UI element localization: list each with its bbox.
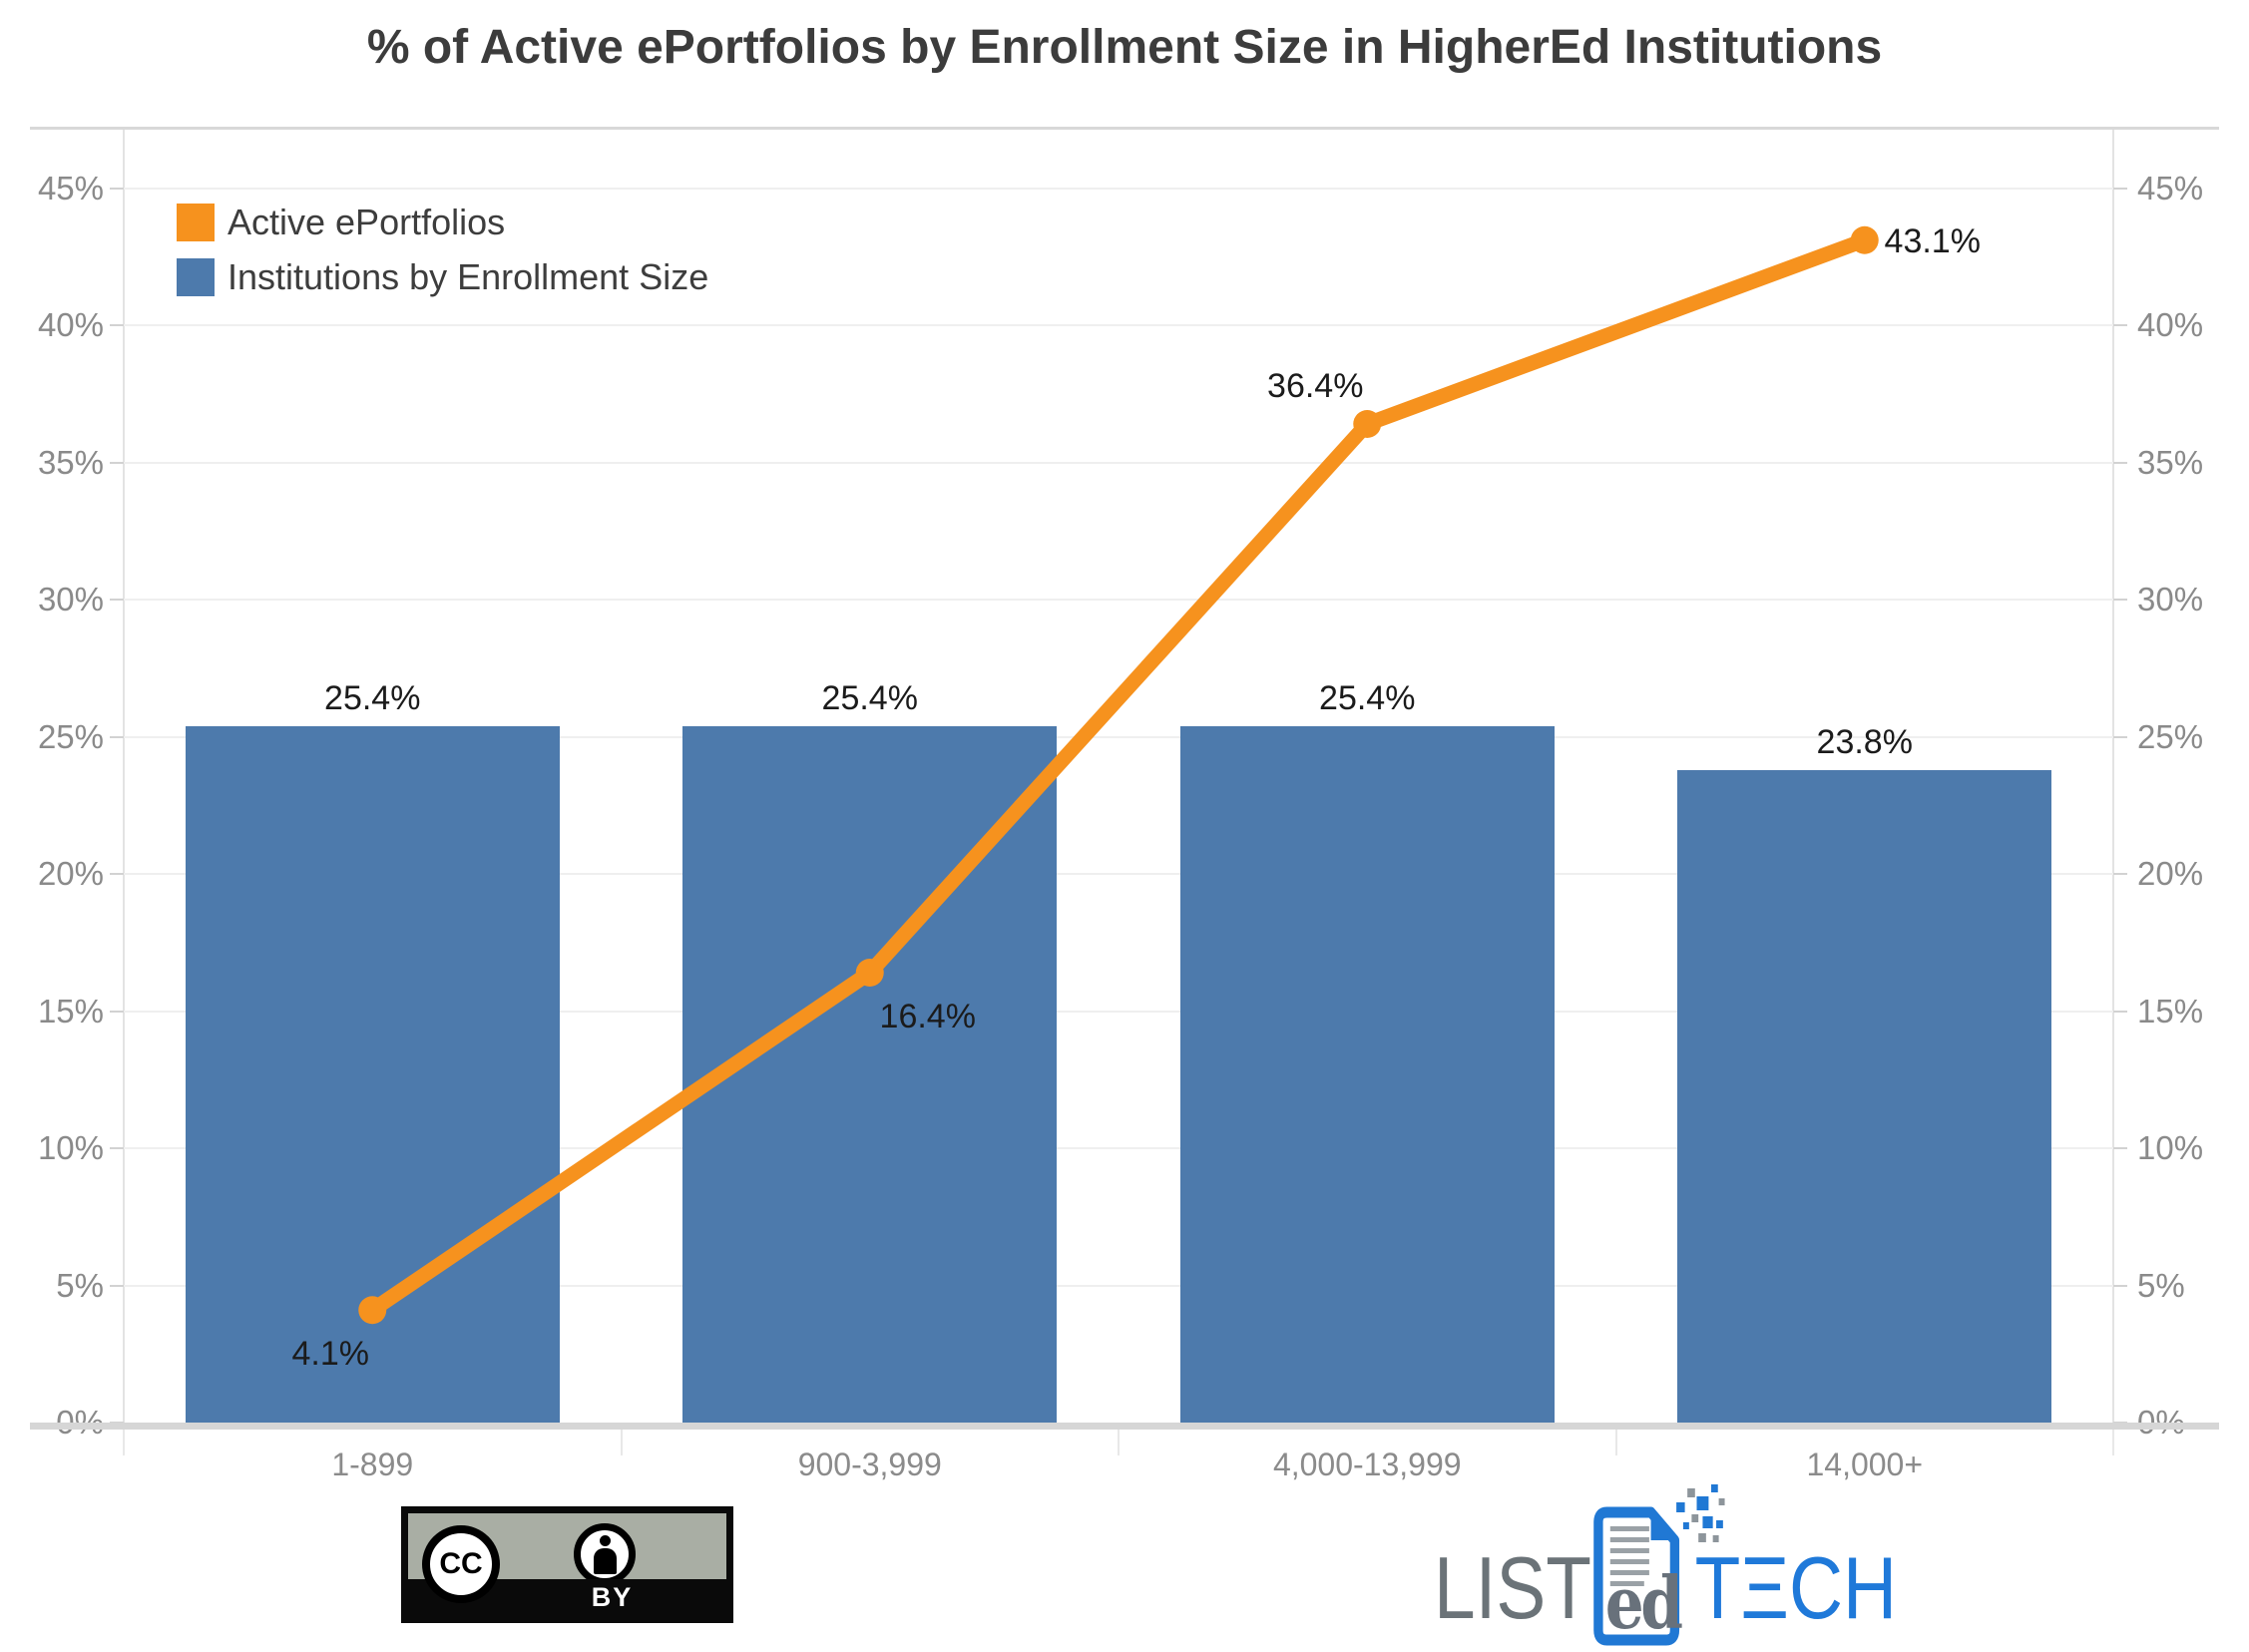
pixel-dots-icon <box>1675 1484 1725 1542</box>
y-axis-label-left: 35% <box>37 443 104 481</box>
document-icon: ed <box>1591 1476 1727 1646</box>
y-tick-left <box>110 1147 124 1149</box>
gridline-35% <box>124 461 2113 464</box>
gridline-45% <box>124 187 2113 190</box>
y-axis-label-right: 35% <box>2137 443 2204 481</box>
x-axis-label-1-899: 1-899 <box>331 1446 414 1482</box>
y-axis-label-left: 10% <box>37 1129 104 1166</box>
y-axis-label-right: 30% <box>2137 581 2204 618</box>
person-body <box>594 1548 617 1574</box>
legend-item-institutions: Institutions by Enrollment Size <box>177 256 709 297</box>
y-axis-label-left: 30% <box>37 581 104 618</box>
legend: Active ePortfolios Institutions by Enrol… <box>177 202 709 312</box>
gridline-30% <box>124 599 2113 601</box>
legend-label: Institutions by Enrollment Size <box>227 256 709 297</box>
y-axis-label-right: 0% <box>2137 1403 2247 1443</box>
y-tick-right <box>2113 324 2127 326</box>
x-axis-line <box>30 1423 2219 1430</box>
y-axis-label-left: 15% <box>37 992 104 1030</box>
y-tick-left <box>110 873 124 875</box>
y-tick-left <box>110 324 124 326</box>
gridline-40% <box>124 324 2113 326</box>
cc-license-badge: CC BY <box>401 1506 733 1623</box>
person-head <box>600 1535 611 1546</box>
y-axis-label-right: 10% <box>2137 1129 2204 1166</box>
y-axis-label-left: 25% <box>37 717 104 755</box>
y-axis-label-right: 15% <box>2137 992 2204 1030</box>
y-axis-label-left: 5% <box>56 1266 104 1304</box>
logo-list-text: LIST <box>1434 1538 1591 1637</box>
y-tick-right <box>2113 187 2127 190</box>
y-axis-label-left: 20% <box>37 855 104 892</box>
y-tick-left <box>110 1010 124 1013</box>
bar-14,000+ <box>1677 769 2052 1423</box>
document-icon-svg: ed <box>1593 1484 1725 1646</box>
y-tick-left <box>110 735 124 738</box>
line-marker <box>1353 410 1382 438</box>
plot-top-border <box>30 127 2219 130</box>
chart-title: % of Active ePortfolios by Enrollment Si… <box>366 21 1883 74</box>
legend-swatch-blue-icon <box>177 258 215 296</box>
category-separator <box>620 1430 623 1455</box>
line-value-label: 16.4% <box>879 998 976 1035</box>
cc-text: CC <box>439 1547 483 1580</box>
y-tick-left <box>110 187 124 190</box>
y-axis-label-left: 40% <box>37 306 104 343</box>
bar-900-3,999 <box>682 725 1058 1423</box>
category-separator <box>123 1430 125 1455</box>
y-tick-left <box>110 461 124 464</box>
y-tick-right <box>2113 599 2127 601</box>
svg-text:ed: ed <box>1605 1560 1683 1645</box>
y-tick-right <box>2113 735 2127 738</box>
bar-value-label: 23.8% <box>1816 722 1913 761</box>
y-tick-right <box>2113 1284 2127 1287</box>
y-axis-label-right: 20% <box>2137 855 2204 892</box>
bar-4,000-13,999 <box>1179 725 1555 1423</box>
x-axis-label-14,000+: 14,000+ <box>1806 1446 1924 1482</box>
line-value-label: 4.1% <box>291 1335 370 1374</box>
y-axis-label-right: 25% <box>2137 717 2204 755</box>
y-axis-label-right: 45% <box>2137 169 2204 206</box>
y-tick-right <box>2113 461 2127 464</box>
line-value-label: 43.1% <box>1884 221 1981 260</box>
legend-item-active-eportfolios: Active ePortfolios <box>177 202 708 242</box>
y-tick-right <box>2113 1147 2127 1149</box>
cc-icon: CC <box>422 1525 500 1603</box>
x-axis-label-900-3,999: 900-3,999 <box>797 1446 942 1482</box>
category-separator <box>2112 1430 2114 1455</box>
legend-swatch-orange-icon <box>177 204 215 241</box>
listedtech-logo: LIST ed <box>1434 1476 1897 1646</box>
y-tick-left <box>110 599 124 601</box>
y-tick-right <box>2113 873 2127 875</box>
bar-1-899 <box>185 725 560 1423</box>
y-axis-label-right: 40% <box>2137 306 2204 343</box>
y-tick-left <box>110 1284 124 1287</box>
legend-label: Active ePortfolios <box>227 202 506 242</box>
x-axis-label-4,000-13,999: 4,000-13,999 <box>1272 1446 1462 1482</box>
y-axis-label-left: 45% <box>37 169 104 206</box>
bar-value-label: 25.4% <box>1319 678 1416 717</box>
line-value-label: 36.4% <box>1267 367 1364 405</box>
logo-tech-text: TΞCH <box>1694 1538 1898 1637</box>
category-separator <box>1118 1430 1120 1455</box>
y-tick-right <box>2113 1010 2127 1013</box>
category-separator <box>1614 1430 1617 1455</box>
y-axis-label-right: 5% <box>2137 1266 2185 1304</box>
bar-value-label: 25.4% <box>821 678 918 717</box>
bar-value-label: 25.4% <box>324 678 421 717</box>
plot-left-border <box>123 130 125 1423</box>
person-icon <box>574 1523 636 1585</box>
plot-right-border <box>2112 130 2114 1423</box>
y-axis-label-left: 0% <box>2 1403 104 1443</box>
